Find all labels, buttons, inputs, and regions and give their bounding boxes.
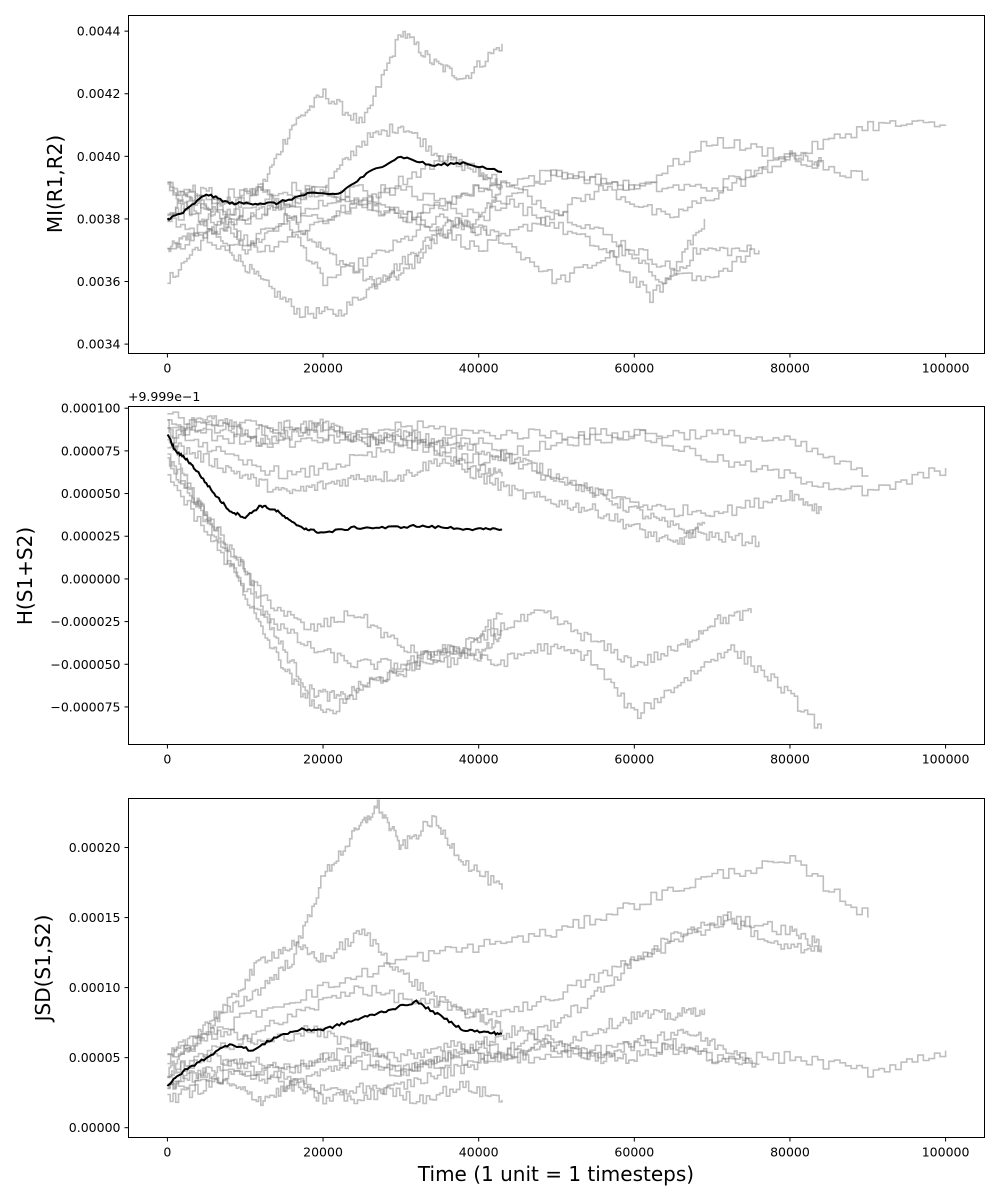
y-tick-label-h-7: 0.000100 bbox=[61, 401, 121, 416]
x-tick-label-mi-1: 20000 bbox=[303, 361, 343, 376]
x-tick-label-h-4: 80000 bbox=[770, 752, 810, 767]
mean-line-jsd bbox=[166, 999, 503, 1087]
series-line-h-7 bbox=[167, 474, 822, 730]
series-line-h-10 bbox=[167, 411, 947, 497]
series-line-jsd-3 bbox=[167, 1067, 503, 1107]
x-tick-label-jsd-5: 100000 bbox=[922, 1145, 970, 1160]
y-axis-label-mi: MI(R1,R2) bbox=[43, 135, 67, 233]
y-tick-label-h-6: 0.000075 bbox=[61, 443, 121, 458]
series-line-mi-1 bbox=[167, 183, 503, 288]
series-line-h-6 bbox=[167, 453, 752, 668]
y-tick-label-mi-4: 0.0042 bbox=[77, 86, 121, 101]
y-tick-label-h-5: 0.000050 bbox=[61, 486, 121, 501]
plot-area-jsd bbox=[128, 798, 985, 1138]
x-tick-label-h-2: 40000 bbox=[459, 752, 499, 767]
x-tick-label-jsd-4: 80000 bbox=[770, 1145, 810, 1160]
x-ticks-h: 0 20000 40000 60000 80000 100000 bbox=[163, 744, 970, 767]
series-line-mi-7 bbox=[167, 184, 752, 304]
series-line-mi-9 bbox=[167, 152, 869, 225]
y-tick-label-mi-3: 0.0040 bbox=[77, 149, 121, 164]
x-tick-label-mi-0: 0 bbox=[163, 361, 171, 376]
series-line-jsd-2 bbox=[167, 928, 503, 1055]
y-tick-label-jsd-2: 0.00010 bbox=[69, 980, 121, 995]
series-line-h-9 bbox=[167, 420, 869, 477]
series-group-h bbox=[167, 411, 947, 730]
x-tick-label-mi-4: 80000 bbox=[770, 361, 810, 376]
subplot-h: 0 20000 40000 60000 80000 100000 −0.000075−0.… bbox=[13, 389, 985, 767]
mean-line-mi bbox=[166, 155, 503, 221]
series-line-h-5 bbox=[167, 418, 760, 548]
y-tick-label-h-0: −0.000075 bbox=[50, 699, 120, 714]
y-ticks-mi: 0.0034 0.0036 0.0038 0.0040 0.0042 0.0044 bbox=[77, 24, 129, 352]
series-line-jsd-10 bbox=[167, 1039, 947, 1089]
y-tick-label-mi-5: 0.0044 bbox=[77, 24, 121, 39]
x-tick-label-h-5: 100000 bbox=[922, 752, 970, 767]
series-line-h-4 bbox=[167, 442, 706, 545]
y-tick-label-jsd-0: 0.00000 bbox=[69, 1120, 121, 1135]
x-tick-label-jsd-0: 0 bbox=[163, 1145, 171, 1160]
y-tick-label-mi-0: 0.0034 bbox=[77, 337, 121, 352]
series-line-mi-4 bbox=[167, 123, 503, 285]
subplot-jsd: 0 20000 40000 60000 80000 100000 0.000000.000… bbox=[31, 798, 985, 1186]
x-ticks-jsd: 0 20000 40000 60000 80000 100000 bbox=[163, 1137, 970, 1160]
y-tick-label-mi-2: 0.0038 bbox=[77, 211, 121, 226]
y-ticks-jsd: 0.00000 0.00005 0.00010 0.00015 0.00020 bbox=[69, 840, 129, 1135]
series-line-mi-2 bbox=[167, 30, 503, 224]
x-tick-label-h-1: 20000 bbox=[303, 752, 343, 767]
y-tick-label-jsd-4: 0.00020 bbox=[69, 840, 121, 855]
y-axis-label-h: H(S1+S2) bbox=[13, 527, 37, 625]
series-line-jsd-8 bbox=[167, 914, 822, 1078]
y-tick-label-h-1: −0.000050 bbox=[50, 657, 120, 672]
subplot-mi: 0 20000 40000 60000 80000 100000 0.0034 0.0036… bbox=[43, 15, 985, 376]
series-line-mi-6 bbox=[167, 155, 760, 282]
x-tick-label-jsd-2: 40000 bbox=[459, 1145, 499, 1160]
series-line-h-8 bbox=[167, 419, 822, 518]
y-ticks-h: −0.000075 −0.000050 −0.000025 0.000000 0.000… bbox=[50, 401, 129, 714]
series-line-jsd-6 bbox=[167, 1028, 752, 1105]
y-tick-label-mi-1: 0.0036 bbox=[77, 274, 121, 289]
mean-group-mi bbox=[166, 155, 503, 221]
x-tick-label-mi-5: 100000 bbox=[922, 361, 970, 376]
x-tick-label-h-0: 0 bbox=[163, 752, 171, 767]
x-tick-label-jsd-3: 60000 bbox=[614, 1145, 654, 1160]
x-tick-label-mi-2: 40000 bbox=[459, 361, 499, 376]
offset-text-h: +9.999e−1 bbox=[128, 389, 200, 404]
x-tick-label-mi-3: 60000 bbox=[614, 361, 654, 376]
y-axis-label-jsd: JSD(S1,S2) bbox=[31, 915, 55, 1024]
plot-area-h bbox=[128, 406, 985, 745]
y-tick-label-jsd-3: 0.00015 bbox=[69, 910, 121, 925]
x-tick-label-h-3: 60000 bbox=[614, 752, 654, 767]
x-axis-label-jsd: Time (1 unit = 1 timesteps) bbox=[417, 1162, 694, 1186]
y-tick-label-h-3: 0.000000 bbox=[61, 571, 121, 586]
series-line-jsd-9 bbox=[167, 855, 869, 1058]
series-line-jsd-5 bbox=[167, 1038, 760, 1104]
y-tick-label-h-2: −0.000025 bbox=[50, 614, 120, 629]
y-tick-label-jsd-1: 0.00005 bbox=[69, 1050, 121, 1065]
y-tick-label-h-4: 0.000025 bbox=[61, 529, 121, 544]
mean-group-h bbox=[166, 433, 503, 534]
series-group-jsd bbox=[167, 799, 947, 1107]
mean-line-h bbox=[166, 433, 503, 534]
x-tick-label-jsd-1: 20000 bbox=[303, 1145, 343, 1160]
series-group-mi bbox=[167, 30, 947, 319]
mean-group-jsd bbox=[166, 999, 503, 1087]
plot-area-mi bbox=[128, 15, 985, 354]
series-line-mi-10 bbox=[167, 119, 947, 225]
x-ticks-mi: 0 20000 40000 60000 80000 100000 bbox=[163, 353, 970, 376]
